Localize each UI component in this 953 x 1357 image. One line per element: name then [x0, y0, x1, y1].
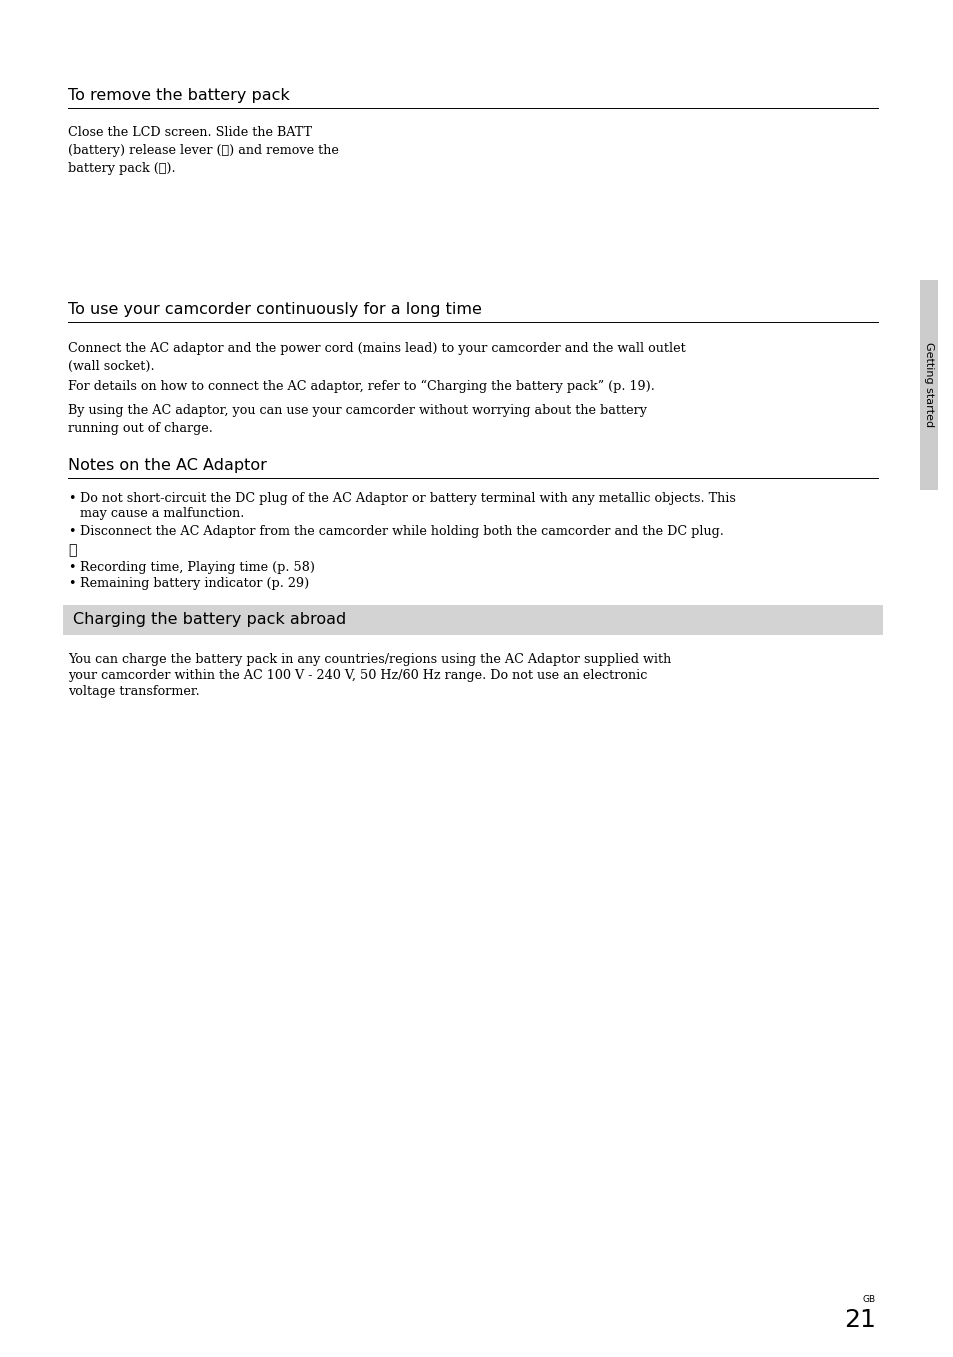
- Text: To use your camcorder continuously for a long time: To use your camcorder continuously for a…: [68, 303, 481, 318]
- Text: Recording time, Playing time (p. 58): Recording time, Playing time (p. 58): [80, 560, 314, 574]
- Text: For details on how to connect the AC adaptor, refer to “Charging the battery pac: For details on how to connect the AC ada…: [68, 380, 654, 394]
- Text: Getting started: Getting started: [923, 342, 933, 427]
- Text: voltage transformer.: voltage transformer.: [68, 685, 199, 697]
- Text: •: •: [68, 525, 75, 537]
- Text: To remove the battery pack: To remove the battery pack: [68, 88, 290, 103]
- Text: Charging the battery pack abroad: Charging the battery pack abroad: [73, 612, 346, 627]
- Text: Remaining battery indicator (p. 29): Remaining battery indicator (p. 29): [80, 577, 309, 590]
- Text: •: •: [68, 560, 75, 574]
- Text: Connect the AC adaptor and the power cord (mains lead) to your camcorder and the: Connect the AC adaptor and the power cor…: [68, 342, 685, 373]
- Text: may cause a malfunction.: may cause a malfunction.: [80, 508, 244, 520]
- Text: You can charge the battery pack in any countries/regions using the AC Adaptor su: You can charge the battery pack in any c…: [68, 653, 671, 666]
- Text: your camcorder within the AC 100 V - 240 V, 50 Hz/60 Hz range. Do not use an ele: your camcorder within the AC 100 V - 240…: [68, 669, 647, 683]
- Text: •: •: [68, 493, 75, 505]
- Text: Disconnect the AC Adaptor from the camcorder while holding both the camcorder an: Disconnect the AC Adaptor from the camco…: [80, 525, 723, 537]
- Text: •: •: [68, 577, 75, 590]
- Text: Close the LCD screen. Slide the BATT
(battery) release lever (①) and remove the
: Close the LCD screen. Slide the BATT (ba…: [68, 126, 338, 175]
- Bar: [919, 280, 937, 490]
- Bar: [63, 605, 882, 635]
- Text: Do not short-circuit the DC plug of the AC Adaptor or battery terminal with any : Do not short-circuit the DC plug of the …: [80, 493, 735, 505]
- Text: 21: 21: [843, 1308, 875, 1333]
- Text: Notes on the AC Adaptor: Notes on the AC Adaptor: [68, 459, 267, 474]
- Text: GB: GB: [862, 1295, 875, 1304]
- Text: By using the AC adaptor, you can use your camcorder without worrying about the b: By using the AC adaptor, you can use you…: [68, 404, 646, 436]
- Text: ⻟: ⻟: [68, 543, 76, 556]
